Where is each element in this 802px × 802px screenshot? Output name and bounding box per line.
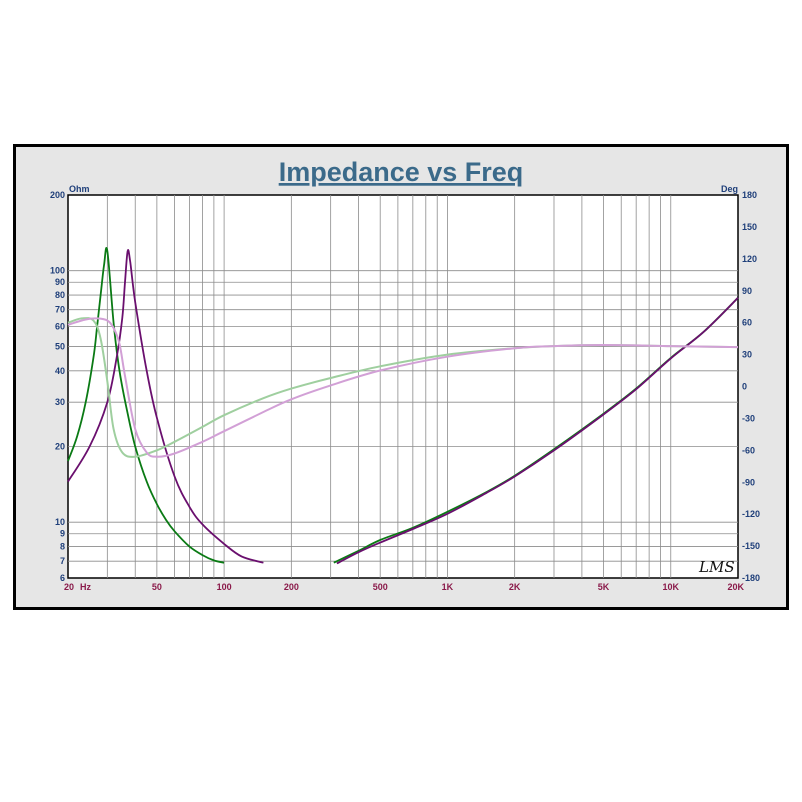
left-axis-tick-label: 50 [55,341,65,351]
x-axis-tick-label: 5K [598,582,610,592]
chart-title: Impedance vs Freq [279,157,524,187]
right-axis-tick-label: 0 [742,382,747,392]
left-axis-tick-label: 90 [55,277,65,287]
series-line-1 [67,247,225,564]
series-line-4 [67,317,739,458]
left-axis-tick-label: 80 [55,290,65,300]
right-axis-tick-label: 30 [742,350,752,360]
left-axis-tick-label: 30 [55,397,65,407]
right-axis-tick-label: -180 [742,573,760,583]
right-axis-tick-label: 120 [742,254,757,264]
left-axis-tick-label: 20 [55,441,65,451]
x-axis-tick-label: 20K [727,582,744,592]
x-axis-tick-label: 200 [284,582,299,592]
plot-area [67,194,739,579]
axis-labels: 2001009080706050403020109876180150120906… [50,190,760,592]
series-layer [67,247,739,565]
right-axis-tick-label: -30 [742,413,755,423]
right-axis-tick-label: 60 [742,318,752,328]
left-axis-tick-label: 70 [55,305,65,315]
x-axis-tick-label: 2K [509,582,521,592]
left-axis-tick-label: 6 [60,573,65,583]
grid-lines [68,195,738,578]
right-axis-tick-label: -60 [742,445,755,455]
lms-watermark: LMS [698,558,735,576]
left-axis-tick-label: 100 [50,266,65,276]
x-axis-tick-label: 500 [373,582,388,592]
right-axis-tick-label: 180 [742,190,757,200]
left-axis-tick-label: 60 [55,322,65,332]
left-axis-tick-label: 200 [50,190,65,200]
x-axis-tick-label: 10K [663,582,680,592]
right-axis-tick-label: 150 [742,222,757,232]
left-axis-tick-label: 10 [55,517,65,527]
left-axis-tick-label: 9 [60,529,65,539]
left-axis-tick-label: 7 [60,556,65,566]
right-axis-tick-label: 90 [742,286,752,296]
x-axis-tick-label: 20 [64,582,74,592]
series-line-2 [67,249,264,564]
series-line-2 [336,297,739,565]
impedance-chart: Impedance vs Freq Ohm Deg 20010090807060… [16,147,786,607]
right-axis-unit: Deg [721,184,738,194]
x-axis-tick-label: 100 [217,582,232,592]
right-axis-tick-label: -90 [742,477,755,487]
chart-frame: Impedance vs Freq Ohm Deg 200 100 90 80 70 60… [13,144,789,610]
x-axis-unit: Hz [80,582,91,592]
left-axis-unit: Ohm [69,184,90,194]
left-axis-tick-label: 8 [60,542,65,552]
x-axis-tick-label: 1K [442,582,454,592]
left-axis-tick-label: 40 [55,366,65,376]
right-axis-tick-label: -120 [742,509,760,519]
right-axis-tick-label: -150 [742,541,760,551]
x-axis-tick-label: 50 [152,582,162,592]
